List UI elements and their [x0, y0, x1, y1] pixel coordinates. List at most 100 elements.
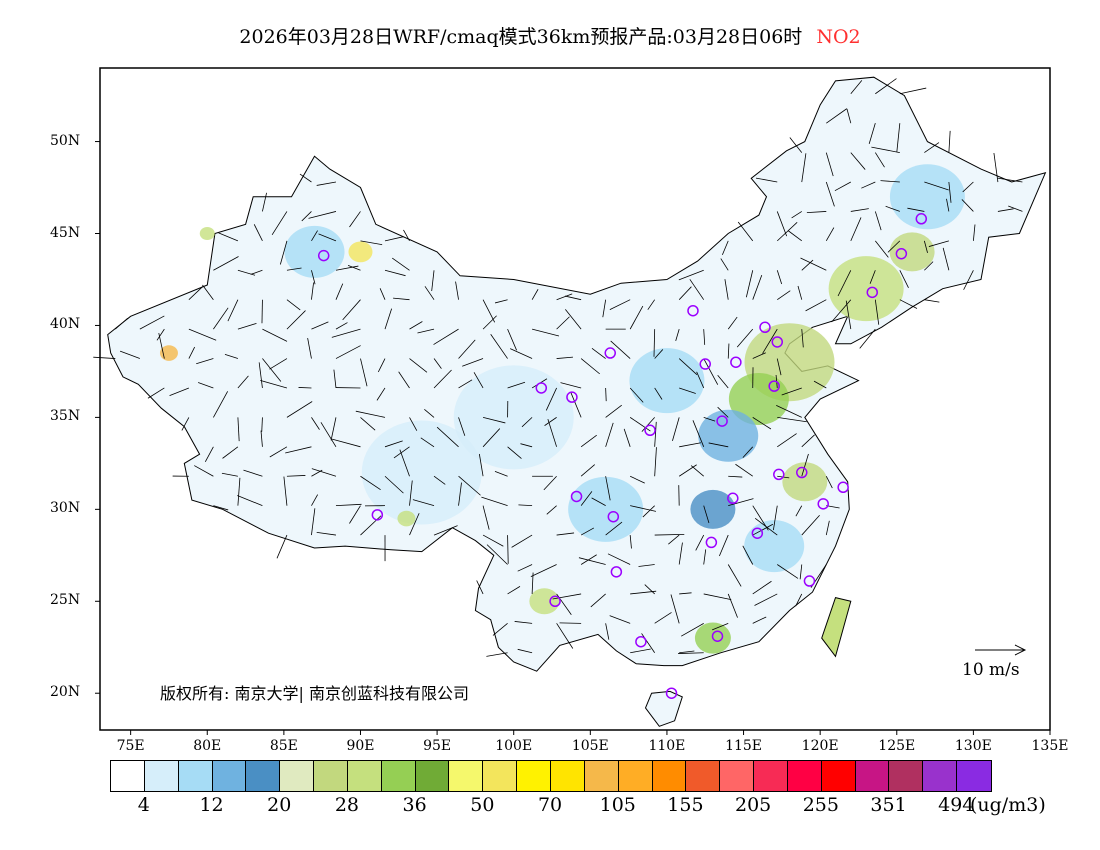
wind-arrow	[556, 356, 574, 359]
wind-arrow	[605, 404, 622, 418]
wind-arrow	[880, 180, 900, 183]
wind-arrow	[850, 208, 869, 212]
wind-arrow	[335, 283, 344, 300]
wind-arrow	[727, 343, 730, 359]
city-marker	[699, 358, 711, 370]
wind-arrow	[690, 465, 704, 477]
lon-label: 125E	[878, 738, 916, 754]
wind-arrow	[547, 418, 557, 447]
wind-arrow	[942, 247, 950, 271]
colorbar-label: 70	[537, 794, 563, 816]
wind-arrow	[678, 286, 692, 300]
wind-arrow	[961, 199, 974, 212]
wind-arrow	[335, 322, 348, 330]
wind-arrow	[813, 380, 827, 389]
lat-label: 45N	[50, 224, 81, 241]
colorbar-swatch	[754, 761, 788, 791]
wind-arrow	[1008, 205, 1023, 212]
wind-arrow	[283, 476, 288, 506]
lon-label: 130E	[954, 738, 992, 754]
colorbar-swatch	[483, 761, 518, 791]
colorbar-label: 105	[599, 794, 636, 816]
wind-arrow	[871, 146, 900, 153]
wind-arrow	[868, 123, 876, 145]
lon-label: 80E	[193, 738, 222, 754]
wind-arrow	[514, 621, 533, 624]
city-marker	[796, 466, 808, 479]
wind-arrow	[298, 387, 312, 389]
wind-arrow	[720, 258, 729, 271]
wind-arrow	[424, 409, 435, 418]
wind-arrow	[517, 564, 533, 572]
concentration-area	[361, 420, 482, 525]
wind-arrow	[993, 152, 999, 183]
city-marker	[566, 391, 578, 403]
wind-arrow	[93, 356, 116, 359]
wind-arrow	[719, 534, 729, 557]
wind-arrow	[801, 434, 815, 448]
wind-arrow	[668, 534, 680, 545]
concentration-area	[698, 409, 759, 462]
wind-arrow	[745, 270, 754, 298]
wind-arrow	[335, 503, 362, 507]
wind-arrow	[331, 328, 361, 338]
wind-arrow	[791, 211, 802, 219]
colorbar-swatch	[449, 761, 484, 791]
concentration-area	[284, 225, 345, 278]
wind-arrow	[335, 265, 359, 271]
lon-label: 115E	[725, 738, 763, 754]
city-marker	[635, 635, 647, 648]
concentration-area	[782, 462, 828, 502]
wind-arrow	[629, 387, 644, 403]
colorbar-swatch	[517, 761, 551, 791]
city-marker	[771, 336, 784, 348]
wind-arrow	[689, 279, 705, 300]
colorbar-swatch	[787, 761, 822, 791]
city-marker	[727, 492, 739, 505]
wind-arrow	[654, 349, 664, 359]
wind-arrow	[286, 310, 306, 330]
wind-arrow	[243, 469, 263, 477]
wind-arrow	[403, 229, 410, 242]
wind-arrow	[670, 594, 680, 624]
wind-arrow	[409, 480, 413, 506]
wind-arrow	[258, 362, 263, 389]
wind-arrow	[311, 230, 318, 242]
wind-arrow	[204, 446, 214, 463]
wind-arrow	[115, 317, 128, 330]
colorbar-swatch	[821, 761, 856, 791]
wind-arrow	[286, 299, 301, 311]
city-marker	[644, 424, 656, 437]
wind-arrow	[681, 622, 704, 637]
wind-arrow	[213, 307, 229, 330]
wind-arrow	[795, 593, 803, 607]
wind-arrow	[301, 211, 312, 222]
wind-arrow	[801, 453, 809, 477]
wind-arrow	[591, 347, 606, 359]
wind-arrow	[678, 542, 683, 565]
wind-arrow	[420, 437, 435, 448]
city-marker	[915, 213, 928, 225]
wind-arrow	[653, 329, 656, 357]
city-marker	[716, 415, 728, 427]
city-marker	[687, 304, 699, 317]
wind-arrow	[188, 285, 204, 300]
wind-arrow	[727, 593, 738, 618]
wind-arrow	[482, 417, 506, 424]
wind-arrow	[511, 534, 533, 548]
wind-arrow	[679, 442, 702, 448]
wind-arrow	[286, 475, 306, 477]
wind-arrow	[260, 430, 263, 447]
colorbar-swatch	[889, 761, 924, 791]
wind-arrow	[556, 316, 570, 330]
colorbar	[110, 760, 992, 792]
wind-arrow	[158, 332, 165, 359]
wind-arrow	[473, 372, 484, 389]
wind-arrow	[545, 387, 557, 411]
wind-arrow	[237, 495, 263, 507]
wind-arrow	[458, 417, 466, 436]
wind-arrow	[629, 475, 645, 484]
wind-arrow	[724, 279, 729, 300]
colorbar-swatch	[923, 761, 958, 791]
wind-arrow	[286, 401, 313, 418]
